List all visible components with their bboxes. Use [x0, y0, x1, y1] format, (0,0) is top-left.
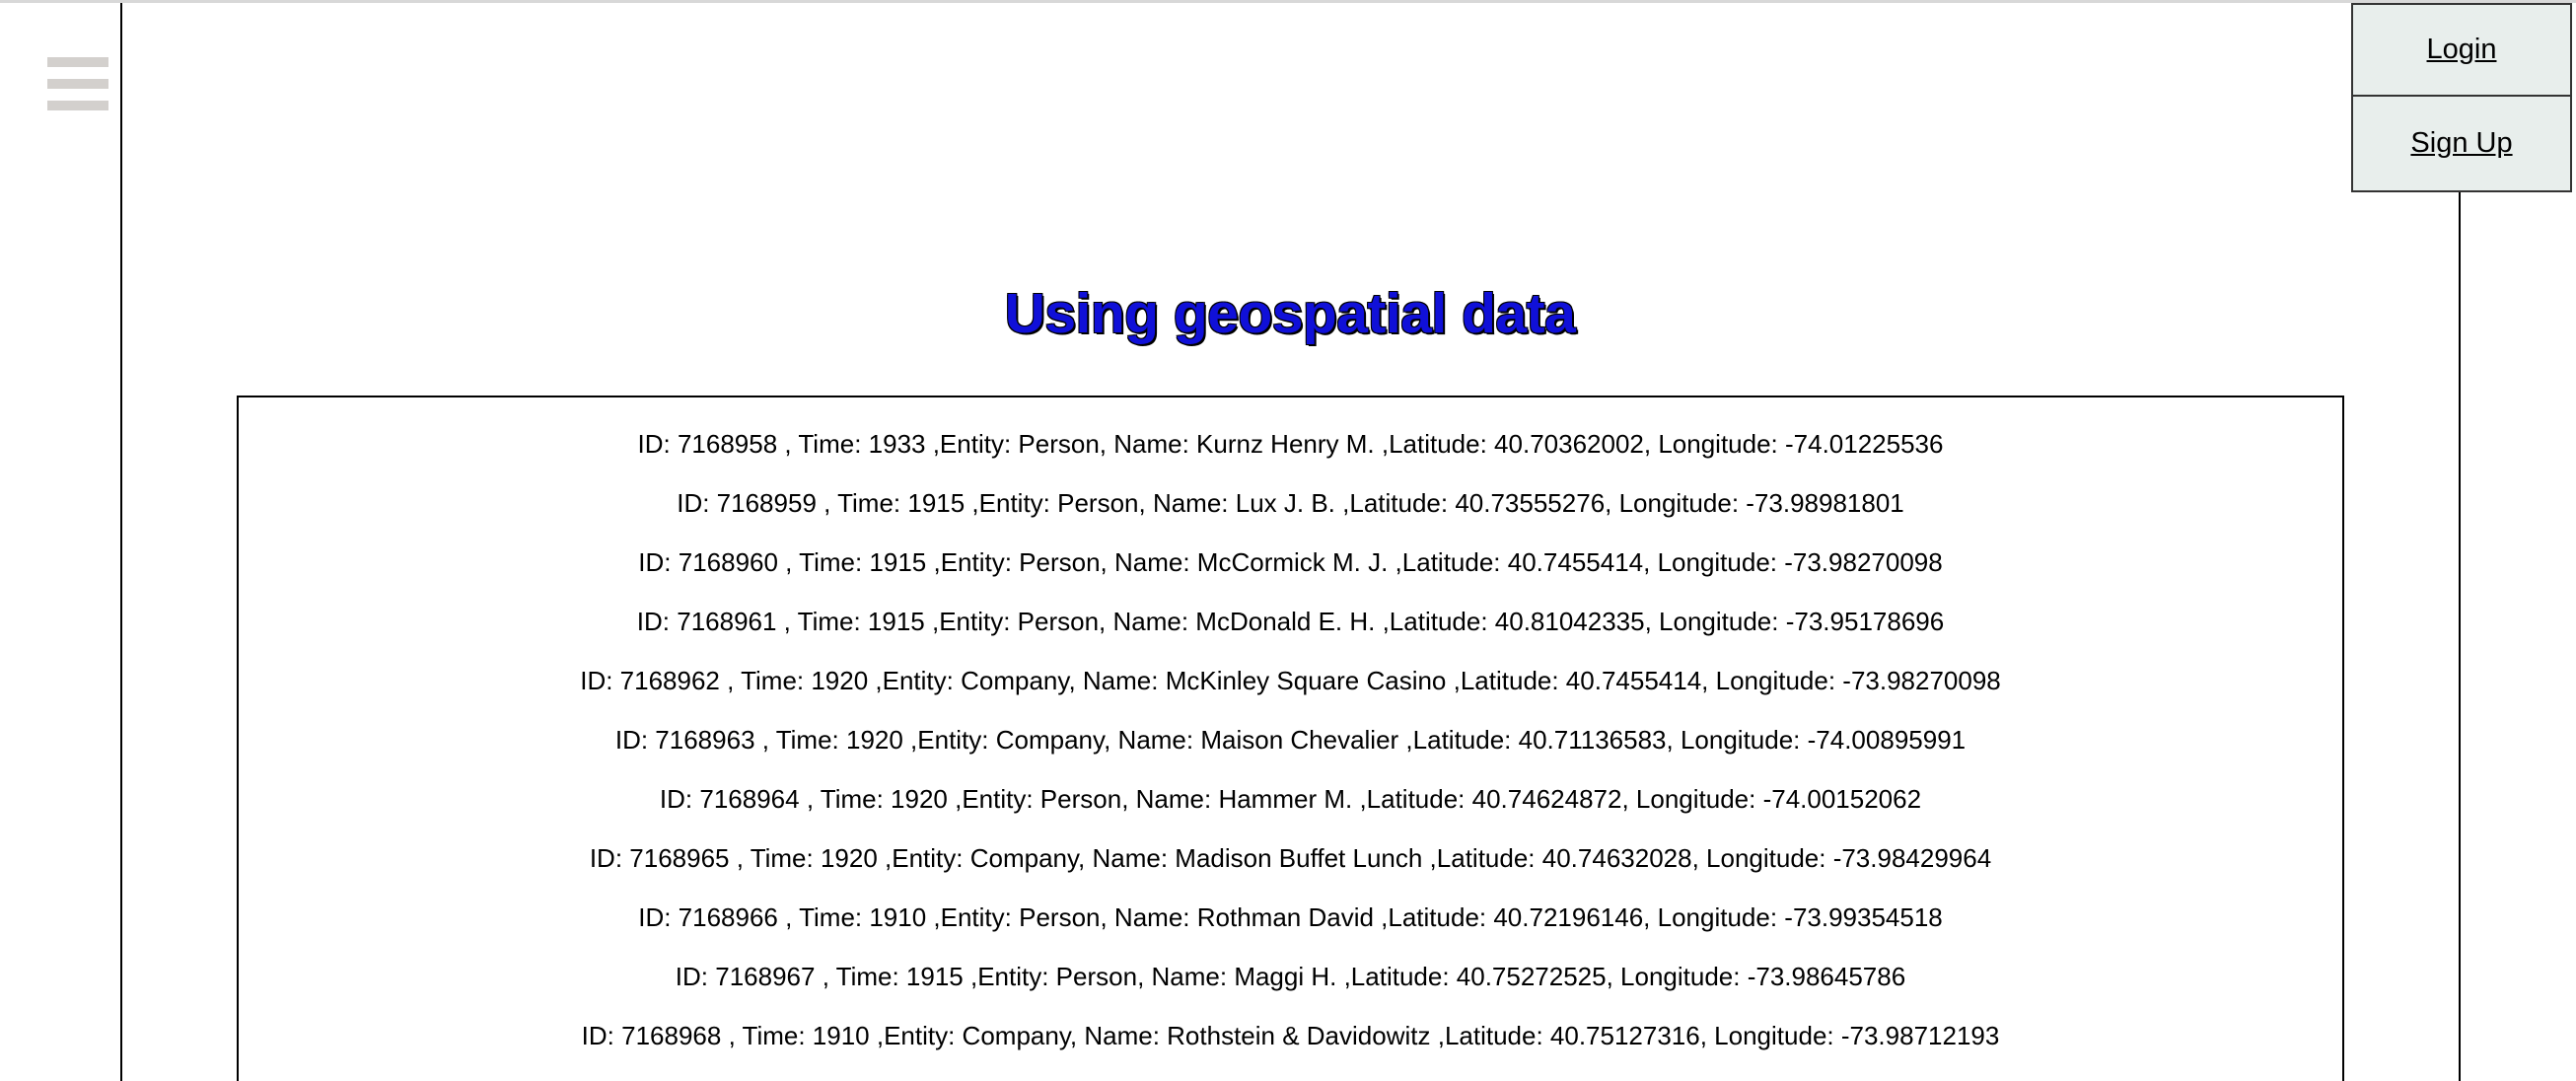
record-item: ID: 7168962 , Time: 1920 ,Entity: Compan… [580, 666, 2001, 695]
content-right-border [2459, 192, 2461, 1081]
content-left-border [120, 3, 122, 1081]
record-item: ID: 7168959 , Time: 1915 ,Entity: Person… [677, 488, 1904, 518]
auth-buttons: Login Sign Up [2351, 3, 2572, 192]
record-item: ID: 7168958 , Time: 1933 ,Entity: Person… [637, 429, 1944, 459]
menu-bar [47, 101, 108, 110]
record-item: ID: 7168963 , Time: 1920 ,Entity: Compan… [614, 725, 1967, 755]
signup-button[interactable]: Sign Up [2351, 97, 2572, 192]
menu-bar [47, 57, 108, 67]
record-item: ID: 7168960 , Time: 1915 ,Entity: Person… [638, 547, 1943, 577]
record-item: ID: 7168964 , Time: 1920 ,Entity: Person… [659, 784, 1922, 814]
top-border [0, 0, 2576, 3]
record-item: ID: 7168967 , Time: 1915 ,Entity: Person… [675, 962, 1906, 991]
record-item: ID: 7168961 , Time: 1915 ,Entity: Person… [636, 607, 1945, 636]
records-list: ID: 7168958 , Time: 1933 ,Entity: Person… [237, 396, 2344, 1081]
record-item: ID: 7168965 , Time: 1920 ,Entity: Compan… [589, 843, 1992, 873]
menu-bar [47, 79, 108, 89]
record-item: ID: 7168966 , Time: 1910 ,Entity: Person… [638, 902, 1943, 932]
record-item: ID: 7168968 , Time: 1910 ,Entity: Compan… [581, 1021, 2000, 1050]
login-button[interactable]: Login [2351, 3, 2572, 97]
page-title: Using geospatial data [1004, 282, 1576, 345]
hamburger-menu-icon[interactable] [47, 57, 108, 110]
